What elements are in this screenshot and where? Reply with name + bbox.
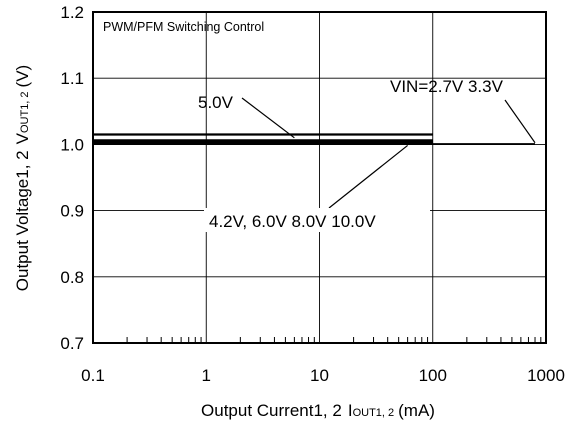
chart-title: PWM/PFM Switching Control [103,20,264,34]
x-tick-labels: 0.1 1 10 100 1000 [81,366,565,385]
x-axis-label: Output Current1, 2 IOUT1, 2 (mA) [201,401,435,420]
annotation-multi: 4.2V, 6.0V 8.0V 10.0V [209,212,376,231]
minor-ticks [126,337,542,343]
x-tick-label: 100 [419,366,447,385]
leader-multi [328,144,408,209]
plot-frame [92,11,547,344]
x-tick-label: 1000 [527,366,565,385]
leader-5v [241,97,295,139]
y-tick-label: 0.9 [60,202,84,221]
series-lines [93,133,535,145]
leader-vin [504,99,536,144]
annotation-bg [204,208,430,232]
y-tick-label: 0.7 [60,334,84,353]
annotation-5v: 5.0V [198,93,234,112]
annotation-leaders [241,97,536,209]
x-tick-label: 0.1 [81,366,105,385]
y-axis-label: Output Voltage1, 2VOUT1, 2(V) [13,65,32,291]
y-tick-label: 0.8 [60,268,84,287]
y-tick-label: 1.1 [60,69,84,88]
grid-lines [92,11,547,344]
y-tick-label: 1.2 [60,3,84,22]
y-tick-labels: 0.7 0.8 0.9 1.0 1.1 1.2 [60,3,84,353]
x-tick-label: 1 [202,366,211,385]
annotation-vin: VIN=2.7V 3.3V [390,77,504,96]
x-tick-label: 10 [310,366,329,385]
y-tick-label: 1.0 [60,135,84,154]
